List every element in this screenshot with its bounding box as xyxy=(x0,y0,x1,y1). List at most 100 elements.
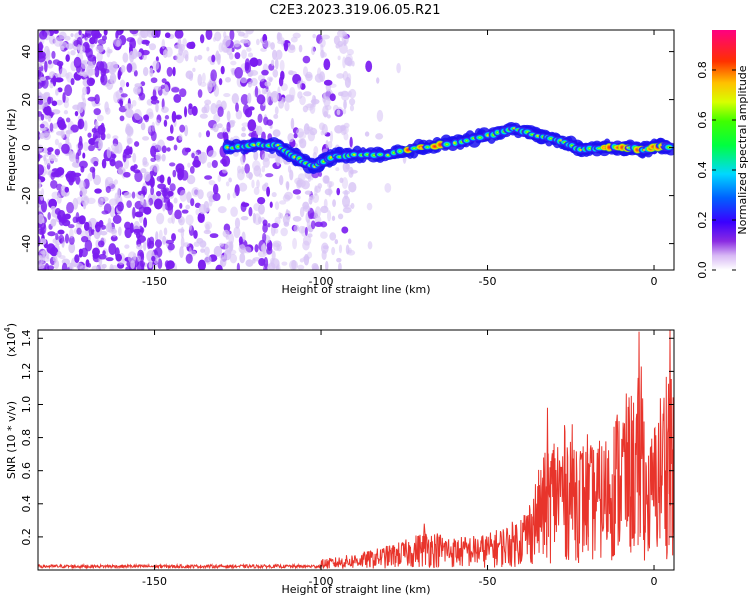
noise-speckle xyxy=(278,76,284,87)
noise-speckle xyxy=(83,120,88,132)
noise-speckle xyxy=(161,154,166,162)
noise-speckle xyxy=(307,130,316,142)
noise-speckle xyxy=(140,227,145,233)
noise-speckle xyxy=(335,167,340,172)
noise-speckle xyxy=(299,258,305,263)
noise-speckle xyxy=(126,63,133,73)
noise-speckle xyxy=(185,214,194,226)
noise-speckle xyxy=(158,229,163,241)
noise-speckle xyxy=(289,44,296,51)
noise-speckle xyxy=(287,133,295,143)
noise-speckle xyxy=(113,91,120,104)
ridge-point xyxy=(329,156,333,159)
noise-speckle xyxy=(129,50,135,63)
noise-speckle xyxy=(347,249,356,256)
noise-speckle xyxy=(142,54,147,61)
noise-speckle xyxy=(60,45,65,51)
noise-speckle xyxy=(206,81,213,93)
noise-speckle xyxy=(98,253,107,260)
noise-speckle xyxy=(65,43,74,50)
noise-speckle xyxy=(85,259,90,268)
ridge-point xyxy=(386,153,389,156)
noise-speckle xyxy=(38,70,42,77)
noise-speckle xyxy=(134,141,140,147)
noise-speckle xyxy=(65,72,70,79)
noise-speckle xyxy=(289,169,294,181)
noise-speckle xyxy=(117,187,121,198)
noise-speckle xyxy=(72,159,81,168)
noise-speckle xyxy=(229,119,236,125)
noise-speckle xyxy=(82,97,87,110)
noise-speckle xyxy=(38,164,45,176)
noise-speckle xyxy=(262,223,268,233)
noise-speckle xyxy=(96,114,104,122)
spectrogram-noise xyxy=(38,30,407,270)
noise-speckle xyxy=(49,82,54,89)
noise-speckle xyxy=(211,54,216,63)
noise-speckle xyxy=(164,115,170,120)
noise-speckle xyxy=(75,176,81,185)
noise-speckle xyxy=(92,32,102,39)
spectrogram-y-tick-label: 40 xyxy=(20,45,33,59)
noise-speckle xyxy=(339,177,344,184)
noise-speckle xyxy=(105,185,111,194)
noise-speckle xyxy=(240,155,246,166)
noise-speckle xyxy=(107,49,113,54)
noise-speckle xyxy=(193,229,198,239)
noise-speckle xyxy=(150,145,157,158)
noise-speckle xyxy=(309,103,316,114)
noise-speckle xyxy=(244,108,253,118)
noise-speckle xyxy=(331,246,336,256)
noise-speckle xyxy=(122,150,127,163)
noise-speckle xyxy=(217,53,221,60)
noise-speckle xyxy=(39,123,45,129)
noise-speckle xyxy=(244,163,250,174)
noise-speckle xyxy=(62,92,66,103)
noise-speckle xyxy=(141,185,148,196)
noise-speckle xyxy=(162,203,166,212)
noise-speckle xyxy=(38,55,46,63)
noise-speckle xyxy=(88,77,96,85)
noise-speckle xyxy=(271,59,275,66)
noise-speckle xyxy=(266,186,271,197)
noise-speckle xyxy=(161,145,167,154)
noise-speckle xyxy=(272,49,278,60)
noise-speckle xyxy=(203,229,212,235)
noise-speckle xyxy=(278,175,284,186)
noise-speckle xyxy=(342,70,349,81)
noise-speckle xyxy=(343,132,349,141)
noise-speckle xyxy=(257,216,262,225)
ridge-core xyxy=(394,147,406,156)
noise-speckle xyxy=(155,153,162,162)
noise-speckle xyxy=(82,86,88,96)
spectrogram-x-tick-label: -150 xyxy=(142,275,167,288)
noise-speckle xyxy=(247,52,254,58)
noise-speckle xyxy=(264,81,272,87)
noise-speckle xyxy=(214,31,222,42)
noise-speckle xyxy=(143,241,147,252)
noise-speckle xyxy=(50,179,58,189)
spectrogram-x-axis: -150 -100 -50 0 xyxy=(142,30,658,288)
noise-speckle xyxy=(38,47,43,53)
noise-speckle xyxy=(274,58,279,70)
noise-speckle xyxy=(80,195,90,206)
noise-speckle xyxy=(195,209,199,216)
noise-speckle xyxy=(143,171,151,182)
noise-speckle xyxy=(67,224,75,229)
noise-speckle xyxy=(163,227,168,236)
noise-speckle xyxy=(324,188,333,196)
noise-speckle xyxy=(38,82,43,89)
noise-speckle xyxy=(48,154,56,162)
noise-speckle xyxy=(65,54,70,62)
noise-speckle xyxy=(119,79,126,88)
noise-speckle xyxy=(204,255,212,265)
noise-speckle xyxy=(346,73,352,83)
snr-y-tick-label: 1.2 xyxy=(20,363,33,381)
noise-speckle xyxy=(223,93,231,98)
noise-speckle xyxy=(61,143,70,154)
noise-speckle xyxy=(256,38,260,46)
noise-speckle xyxy=(162,49,168,59)
noise-speckle xyxy=(187,162,191,168)
noise-speckle xyxy=(171,233,176,242)
noise-speckle xyxy=(262,232,267,243)
